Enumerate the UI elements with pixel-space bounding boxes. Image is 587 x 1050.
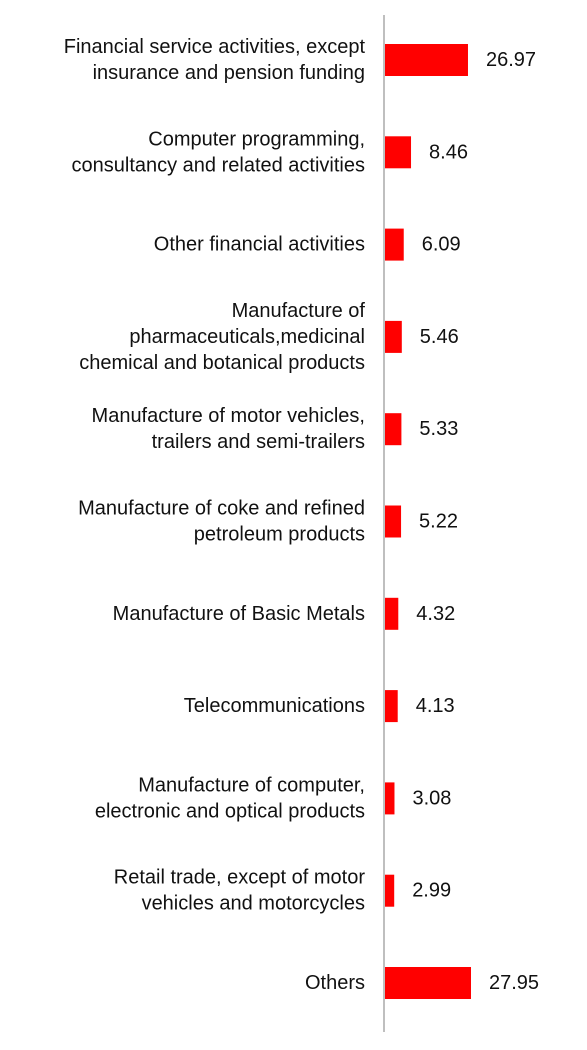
category-label: electronic and optical products [95,800,365,822]
category-label: Telecommunications [184,695,365,717]
value-label: 8.46 [429,141,468,163]
bar [385,44,468,76]
bar [385,967,471,999]
category-label: petroleum products [194,524,365,546]
category-labels-layer: Financial service activities, except insu… [64,36,366,994]
value-label: 3.08 [412,787,451,809]
bar [385,597,399,630]
category-label: pharmaceuticals,medicinal [129,326,365,348]
category-label: vehicles and motorcycles [142,893,365,915]
bar [385,782,395,815]
category-label: Retail trade, except of motor [114,867,366,889]
value-label: 4.32 [416,603,455,625]
bar [385,228,404,261]
value-label: 2.99 [412,880,451,902]
category-label: Manufacture of computer, [138,774,365,796]
category-label: Manufacture of motor vehicles, [92,405,365,427]
category-label: Financial service activities, except [64,36,366,58]
value-label: 27.95 [489,972,539,994]
bar [385,413,402,446]
value-label: 5.33 [419,418,458,440]
value-label: 6.09 [422,234,461,256]
value-label: 5.22 [419,511,458,533]
category-label: Other financial activities [154,234,365,256]
bar [385,505,402,538]
category-label: insurance and pension funding [93,62,365,84]
bar [385,690,398,723]
category-label: trailers and semi-trailers [152,431,365,453]
category-label: chemical and botanical products [79,352,365,374]
value-label: 5.46 [420,326,459,348]
category-label: Manufacture of coke and refined [78,498,365,520]
bar [385,136,412,169]
bar [385,874,395,907]
value-labels-layer: 26.97 8.46 6.09 5.46 5.33 5.22 4.32 4.13 3.08 2.9… [412,49,539,994]
category-label: Manufacture of Basic Metals [113,603,365,625]
category-label: Manufacture of [232,300,366,322]
bars-layer [385,44,471,999]
value-label: 4.13 [416,695,455,717]
value-label: 26.97 [486,49,536,71]
category-label: consultancy and related activities [72,154,366,176]
bar [385,320,402,353]
category-label: Others [305,972,365,994]
category-label: Computer programming, [148,128,365,150]
